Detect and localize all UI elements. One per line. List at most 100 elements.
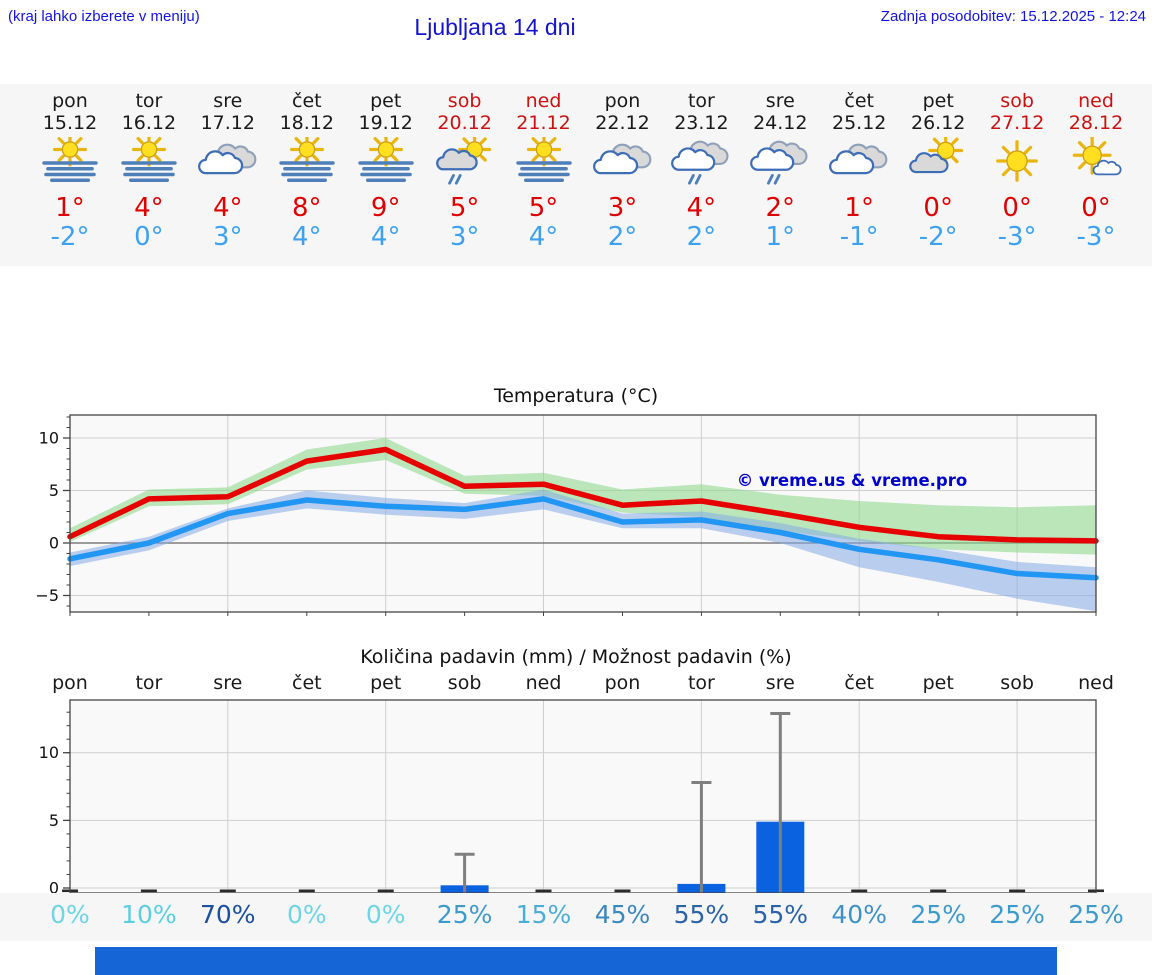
forecast-day: sob 20.12 5° 3°: [425, 90, 505, 252]
day-name: pet: [922, 90, 954, 112]
low-temp: 4°: [292, 222, 322, 252]
weather-icon-cell: [583, 137, 663, 191]
low-temp: 2°: [686, 222, 717, 252]
weather-icon-cell: [819, 137, 899, 191]
precip-probability: 25%: [1068, 900, 1124, 929]
precip-probability: 0%: [50, 900, 90, 929]
weekday-label: sre: [765, 672, 795, 694]
weekday-label: sob: [1000, 672, 1034, 694]
weather-icon-cell: [109, 132, 189, 191]
high-temp: 1°: [844, 193, 874, 223]
fog-sun-icon: [121, 132, 177, 182]
forecast-day: tor 23.12 4° 2°: [661, 90, 741, 252]
high-temp: 5°: [449, 193, 480, 223]
precip-probability: 40%: [831, 900, 887, 929]
high-temp: 0°: [923, 193, 953, 223]
low-temp: -1°: [839, 222, 879, 252]
high-temp: 4°: [134, 193, 164, 223]
day-name: ned: [525, 90, 562, 112]
zero-precip-dash: [219, 889, 236, 893]
cloudy-icon: [197, 143, 257, 175]
menu-hint-note: (kraj lahko izberete v meniju): [8, 8, 200, 25]
day-name: čet: [292, 90, 322, 112]
svg-text:5: 5: [49, 481, 59, 500]
cloudy-icon: [829, 143, 888, 175]
weather-icon-cell: [740, 137, 820, 191]
precipitation-chart: 0 5 10: [0, 645, 1152, 898]
precipitation-chart-title: Količina padavin (mm) / Možnost padavin …: [360, 646, 792, 668]
forecast-day: čet 18.12 8° 4°: [267, 90, 347, 252]
weekday-label: tor: [135, 672, 163, 694]
fog-sun-icon: [42, 132, 98, 182]
day-date: 27.12: [989, 112, 1045, 134]
zero-precip-dash: [535, 889, 552, 893]
weather-icon-cell: [346, 132, 426, 191]
high-temp: 1°: [55, 193, 85, 223]
last-update-label: Zadnja posodobitev: 15.12.2025 - 12:24: [880, 8, 1146, 25]
svg-text:−5: −5: [35, 586, 59, 605]
zero-precip-dash: [614, 889, 631, 893]
precip-probability: 0%: [286, 900, 327, 929]
day-name: sre: [765, 90, 795, 112]
precip-probability: 25%: [989, 900, 1045, 929]
low-temp: 0°: [134, 222, 164, 252]
weekday-label: ned: [525, 672, 562, 694]
precip-probability: 55%: [752, 900, 809, 929]
weekday-label: čet: [292, 672, 322, 694]
day-name: tor: [687, 90, 715, 112]
forecast-day: ned 28.12 0° -3°: [1056, 90, 1136, 252]
low-temp: -3°: [1076, 222, 1116, 252]
watermark: © vreme.us & vreme.pro: [737, 471, 967, 490]
page-title: Ljubljana 14 dni: [414, 14, 576, 40]
day-date: 24.12: [753, 112, 808, 134]
high-temp: 4°: [213, 193, 243, 223]
weather-icon-cell: [504, 132, 584, 191]
fog-sun-icon: [515, 132, 572, 182]
footer-bar: [95, 947, 1057, 975]
day-name: sob: [447, 90, 482, 112]
svg-text:0: 0: [49, 879, 59, 896]
zero-precip-dash: [298, 889, 315, 893]
low-temp: 2°: [607, 222, 638, 252]
high-temp: 5°: [528, 193, 559, 223]
forecast-day: čet 25.12 1° -1°: [819, 90, 899, 252]
weekday-label: tor: [687, 672, 715, 694]
weekday-labels-row: pon tor sre čet pet sob ned pon tor sre čet pet sob n…: [0, 672, 1152, 696]
weekday-label: pon: [52, 672, 88, 694]
forecast-day: pon 15.12 1° -2°: [30, 90, 110, 252]
low-temp: 1°: [765, 222, 796, 252]
weekday-label: ned: [1078, 672, 1114, 694]
sun-small-cloud-icon: [1072, 135, 1122, 176]
high-temp: 0°: [1081, 193, 1111, 223]
zero-precip-dash: [1009, 889, 1026, 893]
day-date: 19.12: [358, 112, 413, 134]
forecast-day: pet 26.12 0° -2°: [898, 90, 978, 252]
low-temp: 3°: [449, 222, 480, 252]
fog-sun-icon: [357, 132, 414, 182]
low-temp: -2°: [50, 222, 90, 252]
high-temp: 8°: [292, 193, 322, 223]
max-temp-line: [67, 446, 1099, 544]
sun-cloud-rain-icon: [435, 132, 491, 185]
zero-precip-dash: [851, 889, 868, 893]
day-name: tor: [135, 90, 163, 112]
day-name: pet: [370, 90, 402, 112]
weekday-label: pet: [922, 672, 954, 694]
forecast-day: sre 24.12 2° 1°: [740, 90, 820, 252]
weather-icon-cell: [267, 132, 347, 191]
precip-probability: 55%: [673, 900, 730, 929]
day-date: 16.12: [121, 112, 177, 134]
svg-text:10: 10: [39, 743, 59, 762]
day-date: 23.12: [674, 112, 729, 134]
zero-precip-dash: [930, 889, 947, 893]
precip-probability: 10%: [121, 900, 177, 929]
weather-icon-cell: [661, 137, 741, 191]
day-name: čet: [844, 90, 874, 112]
sunny-icon: [996, 140, 1038, 182]
temperature-chart-title: Temperatura (°C): [493, 385, 659, 407]
high-temp: 0°: [1002, 193, 1032, 223]
high-temp: 3°: [607, 193, 638, 223]
weather-icon-cell: [188, 137, 268, 191]
zero-precip-dash: [377, 889, 394, 893]
